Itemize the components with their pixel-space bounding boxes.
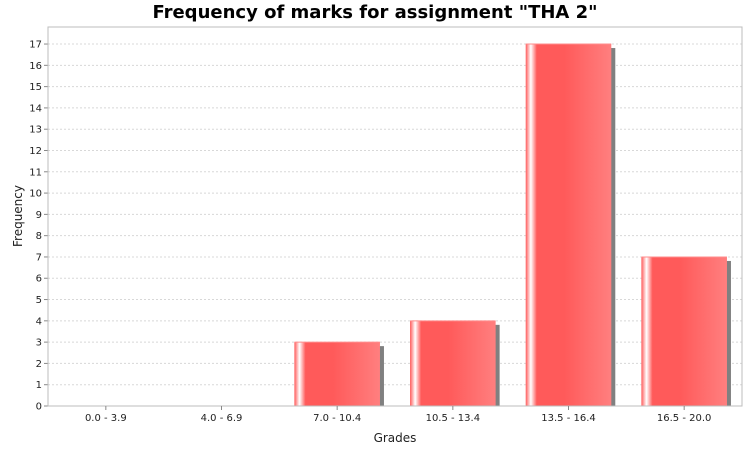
y-axis-label: Frequency [11,185,25,247]
y-tick-label: 10 [29,189,42,200]
y-tick-label: 9 [36,210,42,221]
bar [525,44,612,407]
y-tick-label: 1 [36,380,42,391]
y-tick-label: 4 [36,316,42,327]
y-tick-label: 17 [29,40,42,51]
y-tick-label: 15 [29,82,42,93]
chart-title: Frequency of marks for assignment "THA 2… [152,2,598,23]
x-tick-label: 4.0 - 6.9 [201,413,243,424]
y-tick-label: 11 [29,167,42,178]
y-tick-label: 13 [29,125,42,136]
x-axis-label: Grades [374,431,417,445]
y-tick-label: 12 [29,146,42,157]
y-tick-label: 14 [29,103,42,114]
x-tick-label: 13.5 - 16.4 [541,413,596,424]
bars [294,43,731,407]
y-tick-label: 0 [36,402,42,413]
bar [294,342,380,406]
y-tick-label: 16 [29,61,42,72]
x-tick-label: 10.5 - 13.4 [426,413,481,424]
y-tick-label: 7 [36,252,42,263]
bar [641,256,727,406]
y-tick-label: 5 [36,295,42,306]
y-tick-label: 3 [36,338,42,349]
x-tick-label: 0.0 - 3.9 [85,413,127,424]
y-tick-label: 6 [36,274,42,285]
x-tick-label: 16.5 - 20.0 [657,413,712,424]
grid-lines [48,43,742,386]
y-tick-label: 8 [36,231,42,242]
y-tick-label: 2 [36,359,42,370]
x-tick-label: 7.0 - 10.4 [313,413,361,424]
bar [410,320,496,406]
plot-border [47,26,743,407]
